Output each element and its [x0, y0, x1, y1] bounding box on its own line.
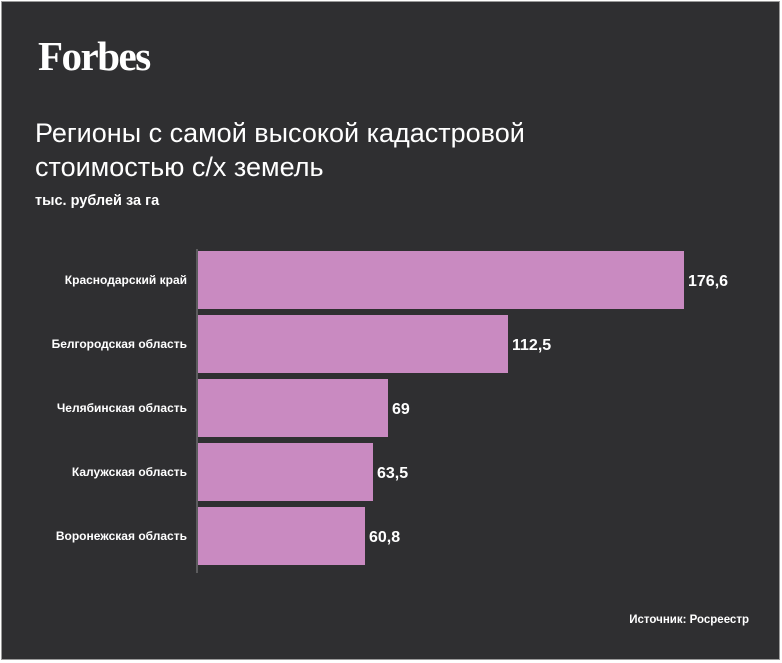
- category-label: Воронежская область: [56, 529, 187, 543]
- bar: [198, 379, 388, 437]
- value-label: 69: [392, 401, 410, 418]
- source-note: Источник: Росреестр: [629, 614, 749, 626]
- category-label: Краснодарский край: [65, 273, 187, 287]
- bar: [198, 315, 508, 373]
- value-label: 176,6: [688, 273, 728, 290]
- category-label: Челябинская область: [57, 401, 187, 415]
- unit-label: тыс. рублей за га: [35, 193, 160, 209]
- bar: [198, 507, 365, 565]
- category-label: Калужская область: [72, 465, 187, 479]
- category-label: Белгородская область: [52, 337, 187, 351]
- bar: [198, 251, 684, 309]
- chart-title: Регионы с самой высокой кадастровой стои…: [35, 118, 525, 182]
- value-label: 112,5: [512, 337, 551, 354]
- bar: [198, 443, 373, 501]
- value-label: 60,8: [369, 529, 400, 546]
- forbes-logo: Forbes: [38, 33, 151, 79]
- value-label: 63,5: [377, 465, 408, 482]
